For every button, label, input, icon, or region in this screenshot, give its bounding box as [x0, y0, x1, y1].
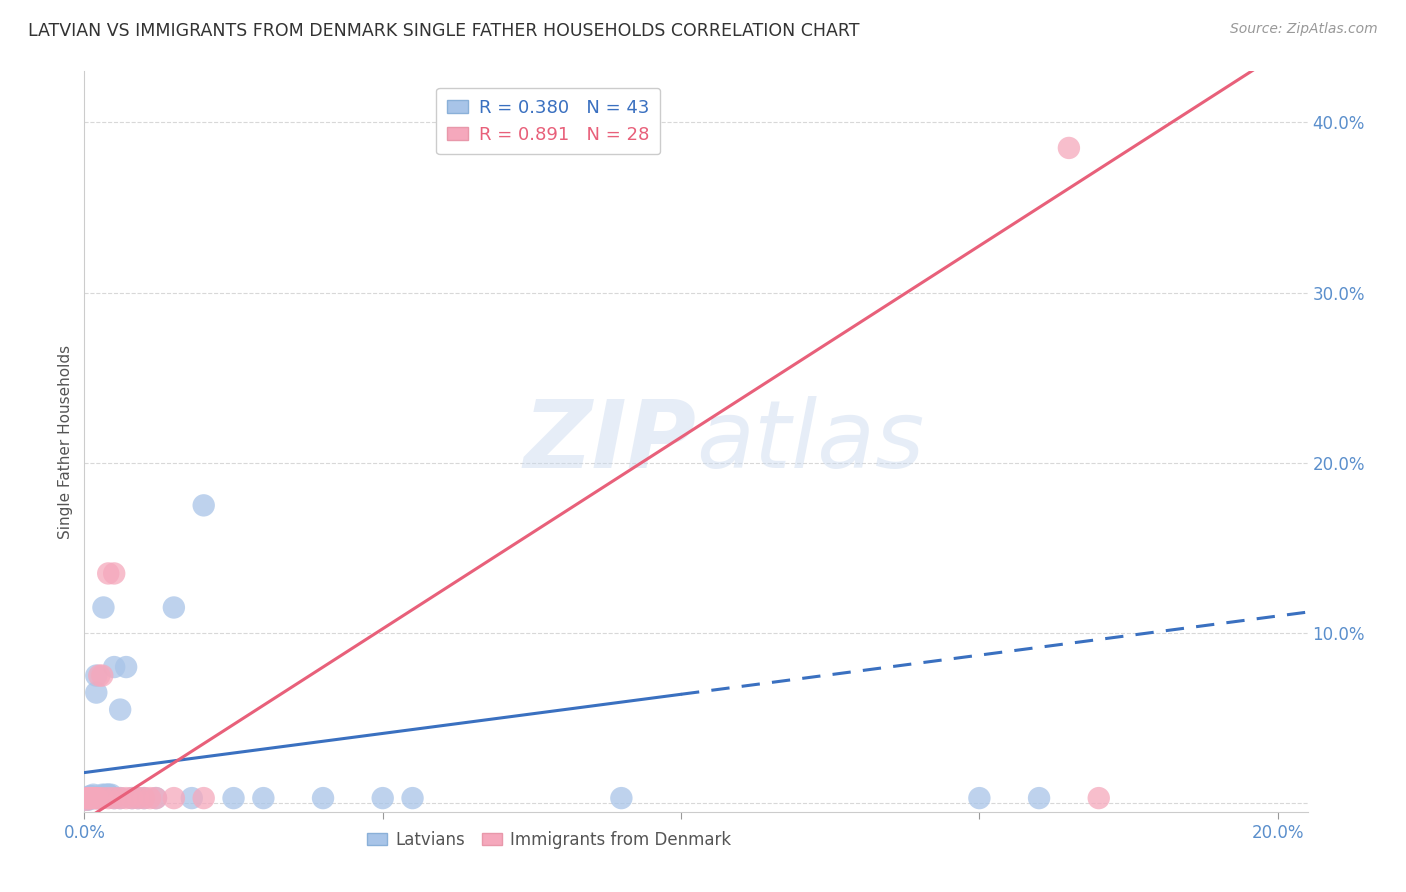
Point: [97, 791, 120, 805]
Text: ZIP: ZIP: [523, 395, 696, 488]
Point: [77, 789, 100, 804]
Point: [103, 660, 125, 674]
Point: [180, 791, 202, 805]
Point: [82, 791, 104, 805]
Point: [401, 791, 423, 805]
Point: [83, 789, 105, 804]
Point: [97, 788, 120, 802]
Point: [89, 668, 111, 682]
Point: [76, 791, 98, 805]
Point: [371, 791, 394, 805]
Point: [84, 791, 107, 805]
Y-axis label: Single Father Households: Single Father Households: [58, 344, 73, 539]
Point: [75, 793, 97, 807]
Point: [163, 791, 186, 805]
Point: [108, 791, 131, 805]
Point: [80, 791, 103, 805]
Point: [127, 791, 149, 805]
Point: [82, 791, 104, 805]
Point: [77, 793, 100, 807]
Point: [91, 789, 114, 804]
Point: [312, 791, 335, 805]
Point: [145, 791, 167, 805]
Point: [145, 791, 167, 805]
Point: [94, 788, 117, 802]
Point: [97, 788, 120, 802]
Text: Source: ZipAtlas.com: Source: ZipAtlas.com: [1230, 22, 1378, 37]
Point: [91, 668, 114, 682]
Point: [79, 789, 101, 804]
Point: [86, 791, 108, 805]
Point: [76, 791, 98, 805]
Point: [252, 791, 274, 805]
Point: [969, 791, 991, 805]
Point: [115, 660, 138, 674]
Point: [82, 788, 104, 802]
Point: [108, 791, 131, 805]
Point: [193, 499, 215, 513]
Point: [132, 791, 155, 805]
Point: [193, 791, 215, 805]
Point: [222, 791, 245, 805]
Point: [1087, 791, 1109, 805]
Point: [121, 791, 143, 805]
Point: [84, 791, 107, 805]
Point: [1028, 791, 1050, 805]
Point: [127, 791, 149, 805]
Point: [80, 789, 103, 804]
Point: [77, 791, 100, 805]
Legend: Latvians, Immigrants from Denmark: Latvians, Immigrants from Denmark: [360, 824, 738, 855]
Point: [84, 791, 107, 805]
Point: [79, 791, 101, 805]
Point: [84, 685, 107, 699]
Point: [97, 566, 120, 581]
Text: atlas: atlas: [696, 396, 924, 487]
Point: [610, 791, 633, 805]
Point: [93, 600, 115, 615]
Point: [86, 791, 108, 805]
Point: [103, 791, 125, 805]
Point: [77, 791, 100, 805]
Point: [108, 703, 131, 717]
Point: [121, 791, 143, 805]
Point: [84, 668, 107, 682]
Point: [163, 600, 186, 615]
Point: [79, 791, 101, 805]
Point: [103, 791, 125, 805]
Point: [1057, 141, 1080, 155]
Point: [89, 791, 111, 805]
Point: [91, 788, 114, 802]
Point: [103, 566, 125, 581]
Point: [91, 791, 114, 805]
Point: [75, 793, 97, 807]
Point: [115, 791, 138, 805]
Point: [139, 791, 162, 805]
Point: [100, 788, 122, 802]
Point: [132, 791, 155, 805]
Text: LATVIAN VS IMMIGRANTS FROM DENMARK SINGLE FATHER HOUSEHOLDS CORRELATION CHART: LATVIAN VS IMMIGRANTS FROM DENMARK SINGL…: [28, 22, 859, 40]
Point: [77, 791, 100, 805]
